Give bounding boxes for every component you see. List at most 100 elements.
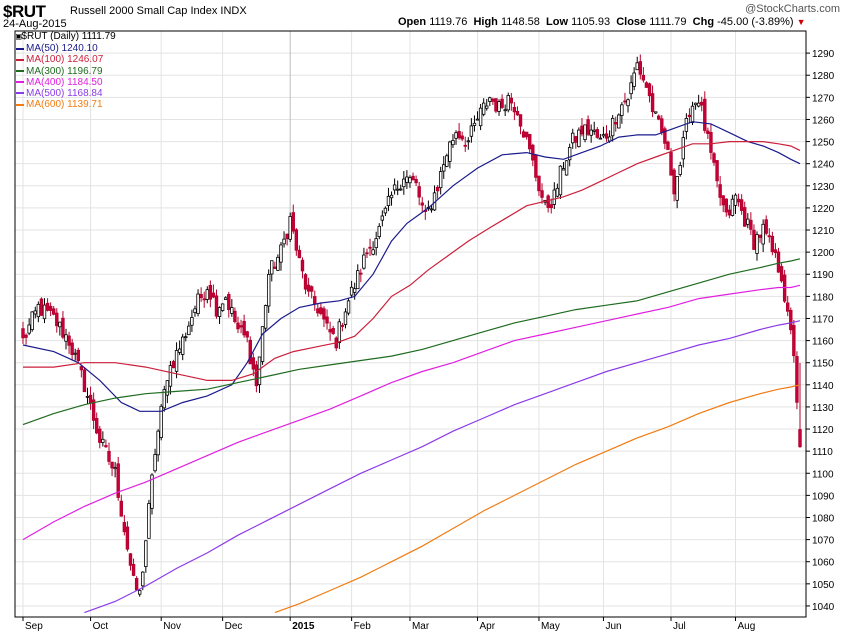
y-tick-label: 1230 [812,182,835,193]
candle-body [153,454,157,472]
candle-body [724,198,728,213]
candle-body [786,302,790,312]
candle-body [405,176,409,183]
candle [666,140,670,151]
candle [236,316,240,334]
candle-body [131,564,136,576]
candle-body [119,500,123,517]
candle-body [684,118,689,132]
candle-body [98,428,102,443]
candle-body [681,137,685,160]
candle-body [531,144,535,161]
open-value: 1119.76 [429,16,468,28]
candle [709,123,713,160]
candle [540,183,544,204]
candle [392,178,397,195]
candle-body [534,154,538,178]
candle-body [528,134,532,150]
candle [125,521,130,552]
candle-body [88,394,93,404]
candle [239,319,243,334]
candle [494,98,498,114]
legend-swatch [16,92,24,95]
moving-average-lines [22,121,801,614]
candle-body [316,308,320,314]
candle-body [776,251,781,273]
candle-body [789,309,793,331]
candle-body [73,352,77,355]
candle [617,113,621,129]
candle [82,367,87,393]
candle [45,298,50,312]
candle-body [322,308,326,320]
close-label: Close [616,16,647,28]
plot-frame [14,30,807,618]
candle-body [27,324,31,334]
candle-body [650,93,655,113]
legend-swatch [16,47,24,50]
candle [55,308,59,333]
candle [359,268,363,283]
legend-item-ma300: MA(300) 1196.79 [16,66,116,77]
candle-body [402,178,406,188]
candle-body [300,259,305,272]
candle [678,161,682,177]
candle-body [95,417,99,434]
legend-label: MA(400) 1184.50 [26,76,103,88]
candle [500,94,504,110]
candle-body [61,317,65,338]
candle [24,333,28,345]
candle [497,99,501,116]
candle-body [411,175,415,181]
candle-body [727,209,732,216]
candle-body [42,304,47,320]
candle-body [641,74,646,81]
y-tick-label: 1150 [812,359,834,370]
candle [395,180,400,196]
candle-body [340,325,345,327]
candle-body [110,461,114,469]
candlestick-series [21,54,802,597]
candle-body [460,135,464,140]
candle [251,353,256,377]
candle-body [190,317,194,326]
candle [773,243,778,258]
candle [58,321,62,336]
candle [700,96,704,112]
candle [223,296,228,300]
candle [635,56,639,71]
chg-value: -45.00 (-3.89%) [717,16,794,28]
legend-item-price: ▣$RUT (Daily) 1111.79 [16,31,116,43]
candle [792,320,796,363]
candle-body [365,252,369,255]
x-tick-label: Jun [605,621,621,632]
candle-body [159,405,163,438]
candle [242,314,246,338]
candle-body [223,297,228,300]
candle [85,387,90,405]
candle [48,302,53,317]
candle-body [180,336,185,355]
candle [463,136,467,152]
candle-body [297,249,302,259]
candle-body [125,526,130,550]
candle [322,306,326,328]
candle-body [168,365,173,387]
candle [217,306,222,325]
stockcharts-watermark[interactable]: @StockCharts.com [745,3,840,15]
exchange-label: INDX [220,5,247,17]
candle-body [620,104,624,116]
candle-body [67,335,71,346]
candle-body [187,325,191,336]
y-tick-label: 1080 [812,513,835,524]
candle [67,331,71,354]
candle [76,347,80,363]
candle-body [199,294,203,298]
candle [798,362,802,448]
candle-body [356,270,360,290]
candle [319,302,323,316]
candle [445,153,449,168]
ma-line-ma600 [274,384,801,614]
candle [580,118,584,137]
candle-body [743,207,747,227]
